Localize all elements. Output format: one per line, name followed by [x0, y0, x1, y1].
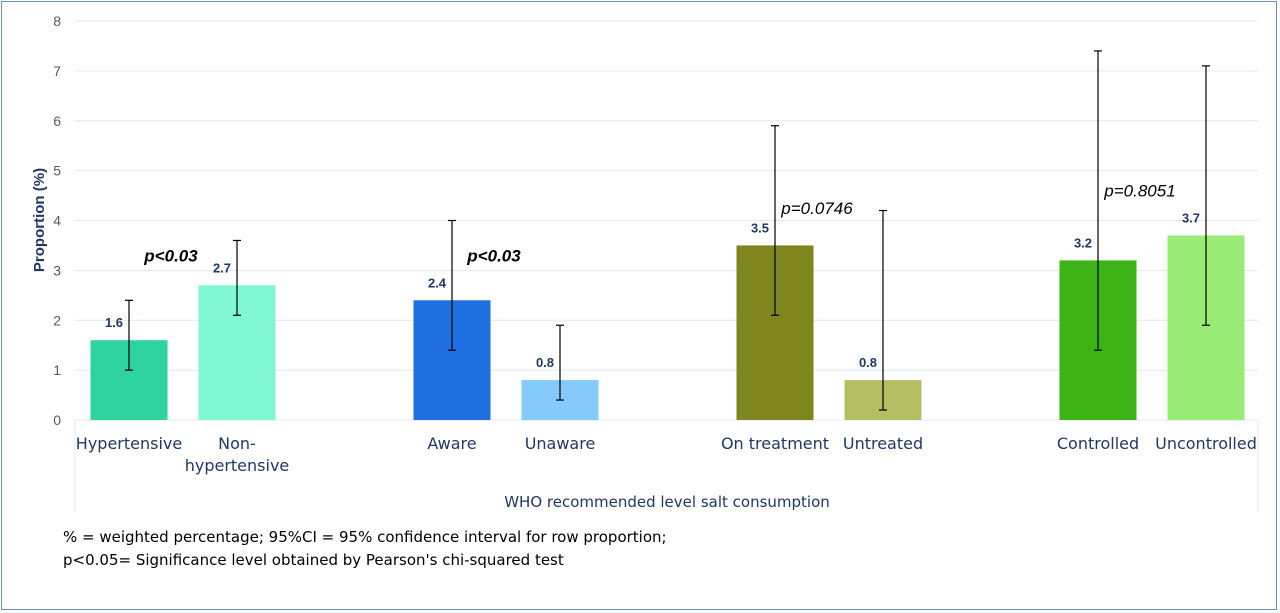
x-category-label: Non- — [218, 434, 256, 453]
p-value-annotation: p=0.8051 — [1103, 182, 1175, 201]
x-category-label: On treatment — [721, 434, 829, 453]
footnote-line-1: % = weighted percentage; 95%CI = 95% con… — [63, 528, 667, 546]
x-category-label: hypertensive — [185, 456, 290, 475]
y-tick-label: 7 — [53, 63, 61, 79]
x-category-label: Uncontrolled — [1155, 434, 1257, 453]
y-tick-label: 3 — [53, 262, 61, 278]
y-tick-label: 0 — [53, 412, 61, 428]
x-axis-label: WHO recommended level salt consumption — [504, 493, 830, 511]
value-label: 3.2 — [1074, 235, 1092, 250]
value-label: 3.7 — [1182, 210, 1200, 225]
y-tick-label: 6 — [53, 113, 61, 129]
footnote-line-2: p<0.05= Significance level obtained by P… — [63, 551, 564, 569]
y-tick-label: 2 — [53, 312, 61, 328]
y-tick-label: 4 — [53, 213, 61, 229]
labels: 1.6 Hypertensive 2.7 Non-hypertensive 2.4 Awa… — [76, 182, 1257, 475]
value-label: 3.5 — [751, 220, 769, 235]
value-label: 0.8 — [859, 355, 877, 370]
y-tick-label: 8 — [53, 13, 61, 29]
x-category-label: Unaware — [525, 434, 596, 453]
value-label: 2.4 — [428, 275, 447, 290]
value-label: 1.6 — [105, 315, 123, 330]
x-category-label: Untreated — [843, 434, 923, 453]
p-value-annotation: p<0.03 — [143, 246, 198, 265]
x-category-label: Controlled — [1057, 434, 1139, 453]
bars — [90, 50, 1245, 420]
y-tick-label: 1 — [53, 362, 61, 378]
y-axis-label: Proportion (%) — [31, 168, 48, 272]
p-value-annotation: p=0.0746 — [780, 199, 853, 218]
x-category-label: Aware — [427, 434, 476, 453]
value-label: 0.8 — [536, 355, 554, 370]
p-value-annotation: p<0.03 — [466, 246, 521, 265]
y-tick-label: 5 — [53, 163, 61, 179]
x-category-label: Hypertensive — [76, 434, 182, 453]
value-label: 2.7 — [213, 260, 231, 275]
